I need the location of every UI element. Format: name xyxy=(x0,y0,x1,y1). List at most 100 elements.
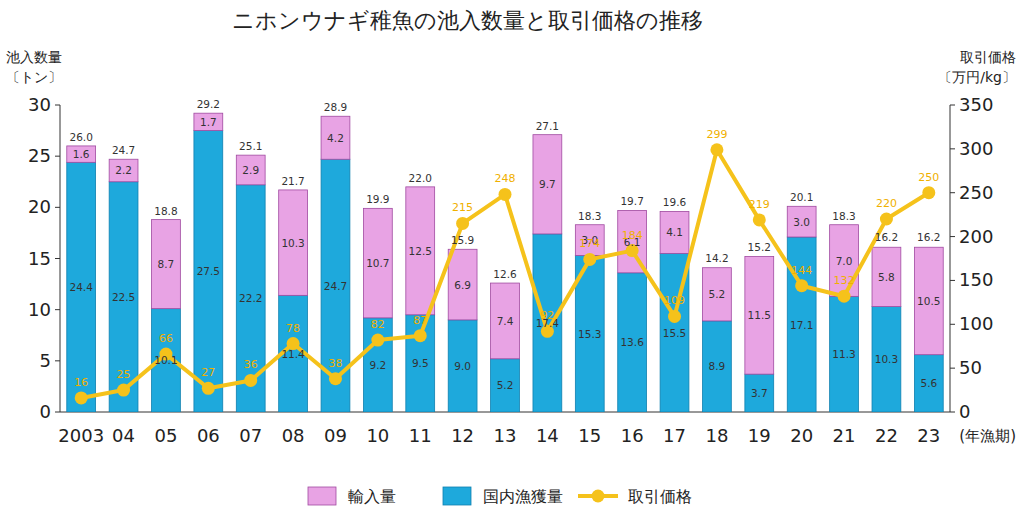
y-tick-label: 20 xyxy=(28,196,51,217)
x-tick-label: 08 xyxy=(282,425,305,446)
bar xyxy=(109,182,138,412)
price-label: 215 xyxy=(452,201,473,214)
x-tick-label: 17 xyxy=(663,425,686,446)
bar-label: 12.5 xyxy=(409,245,432,257)
price-marker xyxy=(753,213,766,226)
price-label: 184 xyxy=(622,229,643,242)
x-tick-label: 22 xyxy=(875,425,898,446)
bar xyxy=(660,211,689,253)
x-tick-label: 05 xyxy=(154,425,177,446)
bar xyxy=(491,283,520,359)
bar xyxy=(279,295,308,412)
price-label: 36 xyxy=(244,358,258,371)
y2-tick-label: 250 xyxy=(959,182,993,203)
y2-tick xyxy=(950,412,955,413)
legend-swatch xyxy=(443,487,471,505)
total-label: 24.7 xyxy=(112,144,135,156)
x-tick-label: 12 xyxy=(451,425,474,446)
bar xyxy=(830,225,859,297)
y-tick xyxy=(55,360,60,361)
bar xyxy=(830,296,859,412)
legend-label: 取引価格 xyxy=(628,487,692,506)
y2-tick-label: 350 xyxy=(959,94,993,115)
y2-axis-line xyxy=(950,105,951,412)
bar-label: 3.7 xyxy=(751,387,768,399)
price-label: 78 xyxy=(286,322,300,335)
bar-label: 17.1 xyxy=(790,319,813,331)
bar xyxy=(533,135,562,234)
price-marker xyxy=(668,310,681,323)
bar-label: 4.2 xyxy=(327,132,344,144)
bar xyxy=(236,185,265,412)
bar-label: 5.2 xyxy=(497,379,514,391)
total-label: 16.2 xyxy=(917,231,940,243)
y-tick-label: 25 xyxy=(28,145,51,166)
bar-label: 7.4 xyxy=(497,315,514,327)
total-label: 15.2 xyxy=(748,241,771,253)
total-label: 14.2 xyxy=(705,252,728,264)
plot-area xyxy=(67,113,943,412)
price-label: 66 xyxy=(159,332,173,345)
bar-label: 10.5 xyxy=(917,295,940,307)
bar xyxy=(109,159,138,182)
price-label: 38 xyxy=(328,357,342,370)
y-tick xyxy=(55,412,60,413)
price-label: 87 xyxy=(413,314,427,327)
bar-label: 11.5 xyxy=(748,309,771,321)
bar xyxy=(618,273,647,412)
y2-tick-label: 300 xyxy=(959,138,993,159)
x-tick-label: 14 xyxy=(536,425,559,446)
y-tick-label: 15 xyxy=(28,248,51,269)
total-label: 28.9 xyxy=(324,101,347,113)
price-marker xyxy=(795,279,808,292)
y2-tick-label: 0 xyxy=(959,401,970,422)
total-label: 26.0 xyxy=(69,131,92,143)
price-marker xyxy=(710,143,723,156)
total-label: 16.2 xyxy=(875,231,898,243)
bar-label: 9.2 xyxy=(370,359,387,371)
bar xyxy=(745,374,774,412)
y-tick-label: 0 xyxy=(40,401,51,422)
bar xyxy=(787,206,816,237)
bar xyxy=(702,321,731,412)
bar xyxy=(279,190,308,295)
x-tick-label: 18 xyxy=(705,425,728,446)
x-tick-label: 20 xyxy=(790,425,813,446)
bar xyxy=(152,220,181,309)
price-marker xyxy=(880,213,893,226)
bar-label: 9.0 xyxy=(454,360,471,372)
price-label: 132 xyxy=(834,274,855,287)
bar-label: 10.1 xyxy=(154,354,177,366)
bar-label: 7.0 xyxy=(836,255,853,267)
bar xyxy=(745,256,774,374)
legend-label: 国内漁獲量 xyxy=(483,487,563,506)
bar-label: 8.9 xyxy=(709,360,726,372)
bar-label: 4.1 xyxy=(666,226,683,238)
x-tick-label: 07 xyxy=(239,425,262,446)
bar xyxy=(236,155,265,185)
total-label: 18.3 xyxy=(832,210,855,222)
bar xyxy=(67,146,96,162)
bar xyxy=(787,237,816,412)
price-marker xyxy=(329,372,342,385)
bar xyxy=(67,162,96,412)
x-tick-label: 13 xyxy=(494,425,517,446)
y2-axis-title: 取引価格 xyxy=(960,49,1016,65)
bar-label: 15.5 xyxy=(663,327,686,339)
y-axis-title: 池入数量 xyxy=(6,49,62,65)
price-label: 220 xyxy=(876,197,897,210)
bar xyxy=(575,225,604,256)
price-marker xyxy=(202,382,215,395)
total-label: 18.3 xyxy=(578,210,601,222)
price-label: 92 xyxy=(540,309,554,322)
bar-label: 1.6 xyxy=(73,148,90,160)
y-tick xyxy=(55,156,60,157)
y2-tick xyxy=(950,368,955,369)
bar-label: 27.5 xyxy=(197,265,220,277)
bar xyxy=(448,249,477,320)
bar xyxy=(533,234,562,412)
bar xyxy=(448,320,477,412)
bar-label: 11.4 xyxy=(281,348,305,360)
price-marker xyxy=(838,290,851,303)
price-marker xyxy=(583,253,596,266)
